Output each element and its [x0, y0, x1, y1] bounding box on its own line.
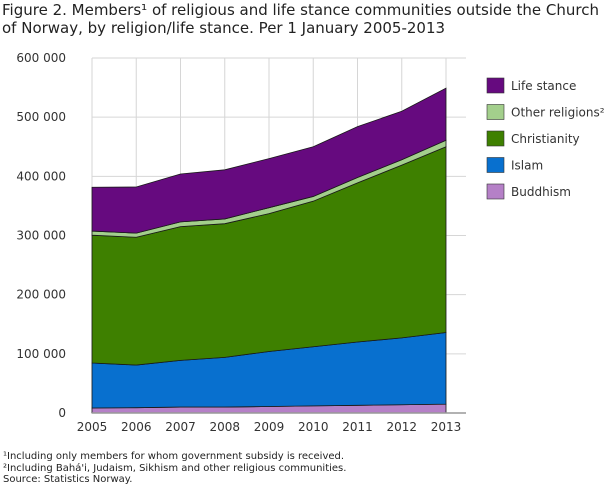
x-tick-label: 2010: [298, 420, 329, 434]
y-tick-label: 100 000: [16, 347, 66, 361]
x-tick-label: 2008: [209, 420, 240, 434]
chart-title: Figure 2. Members¹ of religious and life…: [2, 1, 610, 37]
x-tick-label: 2011: [342, 420, 373, 434]
legend-swatch: [486, 77, 505, 94]
footnote-2: ²Including Bahá'i, Judaism, Sikhism and …: [3, 462, 347, 474]
legend-label: Life stance: [511, 79, 576, 93]
legend-label: Islam: [511, 159, 543, 173]
legend-label: Buddhism: [511, 185, 571, 199]
y-tick-label: 200 000: [16, 288, 66, 302]
x-tick-label: 2007: [165, 420, 196, 434]
x-tick-label: 2009: [254, 420, 285, 434]
stacked-area-chart: 0 100 000 200 000 300 000 400 000 500 000 600 …: [16, 51, 605, 434]
y-tick-label: 0: [58, 406, 66, 420]
y-tick-label: 300 000: [16, 229, 66, 243]
legend-label: Christianity: [511, 132, 580, 146]
title-line-1: Figure 2. Members¹ of religious and life…: [2, 1, 599, 19]
x-tick-label: 2006: [121, 420, 152, 434]
footnotes: ¹Including only members for whom governm…: [3, 451, 346, 486]
area-life-stance: [91, 87, 447, 234]
footnote-1: ¹Including only members for whom governm…: [3, 451, 345, 462]
x-tick-label: 2013: [431, 420, 462, 434]
legend-label: Other religions²: [511, 106, 605, 120]
legend-swatch: [486, 183, 505, 200]
legend-swatch: [486, 104, 505, 120]
x-tick-label: 2012: [386, 420, 417, 434]
legend-swatch: [486, 130, 505, 147]
legend-swatch: [486, 157, 505, 173]
source-note: Source: Statistics Norway.: [3, 474, 133, 485]
x-tick-label: 2005: [77, 420, 108, 434]
y-tick-label: 400 000: [16, 169, 66, 183]
y-tick-label: 600 000: [16, 51, 66, 65]
title-line-2: of Norway, by religion/life stance. Per …: [2, 19, 446, 37]
y-tick-label: 500 000: [16, 110, 66, 124]
